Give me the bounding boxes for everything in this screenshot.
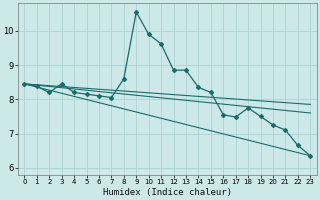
X-axis label: Humidex (Indice chaleur): Humidex (Indice chaleur) — [103, 188, 232, 197]
